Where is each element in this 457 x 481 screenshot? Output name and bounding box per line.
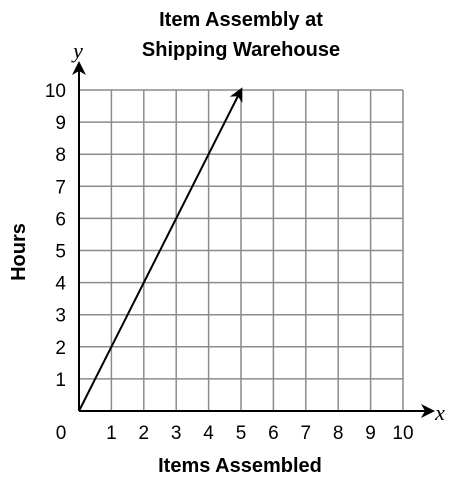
- x-tick-label: 1: [106, 423, 117, 444]
- y-tick-label: 7: [55, 177, 66, 198]
- y-tick-label: 4: [55, 274, 66, 295]
- x-tick-label: 3: [171, 423, 182, 444]
- chart-title-line-2: Shipping Warehouse: [142, 39, 340, 61]
- y-tick-labels: 1 2 3 4 5 6 7 8 9 10: [45, 81, 67, 391]
- x-axis-label: Items Assembled: [158, 455, 322, 477]
- y-tick-label: 8: [55, 145, 66, 166]
- y-tick-label: 3: [55, 306, 66, 327]
- y-tick-label: 1: [55, 370, 66, 391]
- y-tick-label: 5: [55, 242, 66, 263]
- y-tick-label: 2: [55, 338, 66, 359]
- series-line: [78, 87, 243, 412]
- x-tick-label: 8: [333, 423, 344, 444]
- x-tick-label: 2: [139, 423, 150, 444]
- x-tick-label: 0: [56, 423, 67, 444]
- grid: [79, 89, 404, 411]
- y-variable-label: y: [71, 38, 83, 63]
- series-group: [78, 87, 243, 412]
- x-tick-label: 4: [203, 423, 214, 444]
- x-tick-label: 10: [392, 423, 413, 444]
- y-tick-label: 10: [45, 81, 66, 102]
- y-tick-label: 9: [55, 113, 66, 134]
- y-tick-label: 6: [55, 209, 66, 230]
- x-tick-label: 9: [365, 423, 376, 444]
- y-axis-label: Hours: [8, 223, 30, 281]
- x-variable-label: x: [434, 400, 445, 425]
- chart-title-line-1: Item Assembly at: [159, 9, 323, 31]
- x-tick-labels: 0 1 2 3 4 5 6 7 8 9 10: [56, 423, 414, 444]
- x-tick-label: 5: [236, 423, 247, 444]
- x-tick-label: 6: [268, 423, 279, 444]
- axes: [72, 61, 435, 418]
- x-tick-label: 7: [301, 423, 312, 444]
